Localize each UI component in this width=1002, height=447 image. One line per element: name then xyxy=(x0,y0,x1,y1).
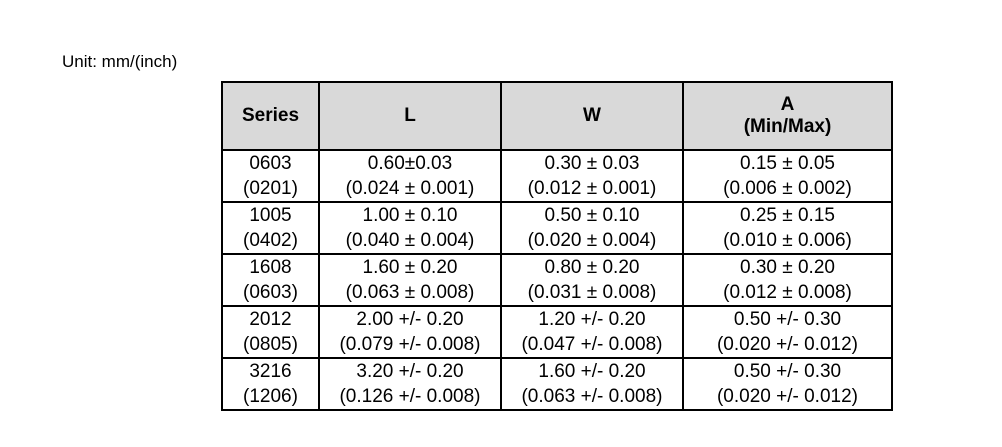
w-cell: 0.80 ± 0.20 (0.031 ± 0.008) xyxy=(500,253,684,307)
l-cell: 2.00 +/- 0.20 (0.079 +/- 0.008) xyxy=(318,305,502,359)
table-row: 3216 (1206) 3.20 +/- 0.20 (0.126 +/- 0.008… xyxy=(221,357,893,411)
a-cell: 0.50 +/- 0.30 (0.020 +/- 0.012) xyxy=(682,305,893,359)
table-row: 1608 (0603) 1.60 ± 0.20 (0.063 ± 0.008) 0.… xyxy=(221,253,893,307)
series-cell: 2012 (0805) xyxy=(221,305,320,359)
series-cell: 1005 (0402) xyxy=(221,201,320,255)
l-cell: 3.20 +/- 0.20 (0.126 +/- 0.008) xyxy=(318,357,502,411)
a-cell: 0.30 ± 0.20 (0.012 ± 0.008) xyxy=(682,253,893,307)
table-row: 1005 (0402) 1.00 ± 0.10 (0.040 ± 0.004) 0.… xyxy=(221,201,893,255)
header-w: W xyxy=(500,81,684,151)
unit-label: Unit: mm/(inch) xyxy=(62,52,178,71)
table-row: 2012 (0805) 2.00 +/- 0.20 (0.079 +/- 0.008… xyxy=(221,305,893,359)
w-cell: 0.30 ± 0.03 (0.012 ± 0.001) xyxy=(500,149,684,203)
series-cell: 3216 (1206) xyxy=(221,357,320,411)
w-cell: 1.60 +/- 0.20 (0.063 +/- 0.008) xyxy=(500,357,684,411)
table-row: 0603 (0201) 0.60±0.03 (0.024 ± 0.001) 0.30… xyxy=(221,149,893,203)
header-a-sublabel: (Min/Max) xyxy=(743,116,832,137)
header-a-label: A xyxy=(780,94,795,115)
w-cell: 0.50 ± 0.10 (0.020 ± 0.004) xyxy=(500,201,684,255)
l-cell: 0.60±0.03 (0.024 ± 0.001) xyxy=(318,149,502,203)
table-header-row: Series L W A (Min/Max) xyxy=(221,81,893,151)
a-cell: 0.15 ± 0.05 (0.006 ± 0.002) xyxy=(682,149,893,203)
l-cell: 1.60 ± 0.20 (0.063 ± 0.008) xyxy=(318,253,502,307)
header-l: L xyxy=(318,81,502,151)
header-series: Series xyxy=(221,81,320,151)
l-cell: 1.00 ± 0.10 (0.040 ± 0.004) xyxy=(318,201,502,255)
w-cell: 1.20 +/- 0.20 (0.047 +/- 0.008) xyxy=(500,305,684,359)
dimension-table: Series L W A (Min/Max) 0603 (0201) 0.60±0… xyxy=(221,81,893,411)
a-cell: 0.25 ± 0.15 (0.010 ± 0.006) xyxy=(682,201,893,255)
a-cell: 0.50 +/- 0.30 (0.020 +/- 0.012) xyxy=(682,357,893,411)
series-cell: 0603 (0201) xyxy=(221,149,320,203)
series-cell: 1608 (0603) xyxy=(221,253,320,307)
header-a: A (Min/Max) xyxy=(682,81,893,151)
